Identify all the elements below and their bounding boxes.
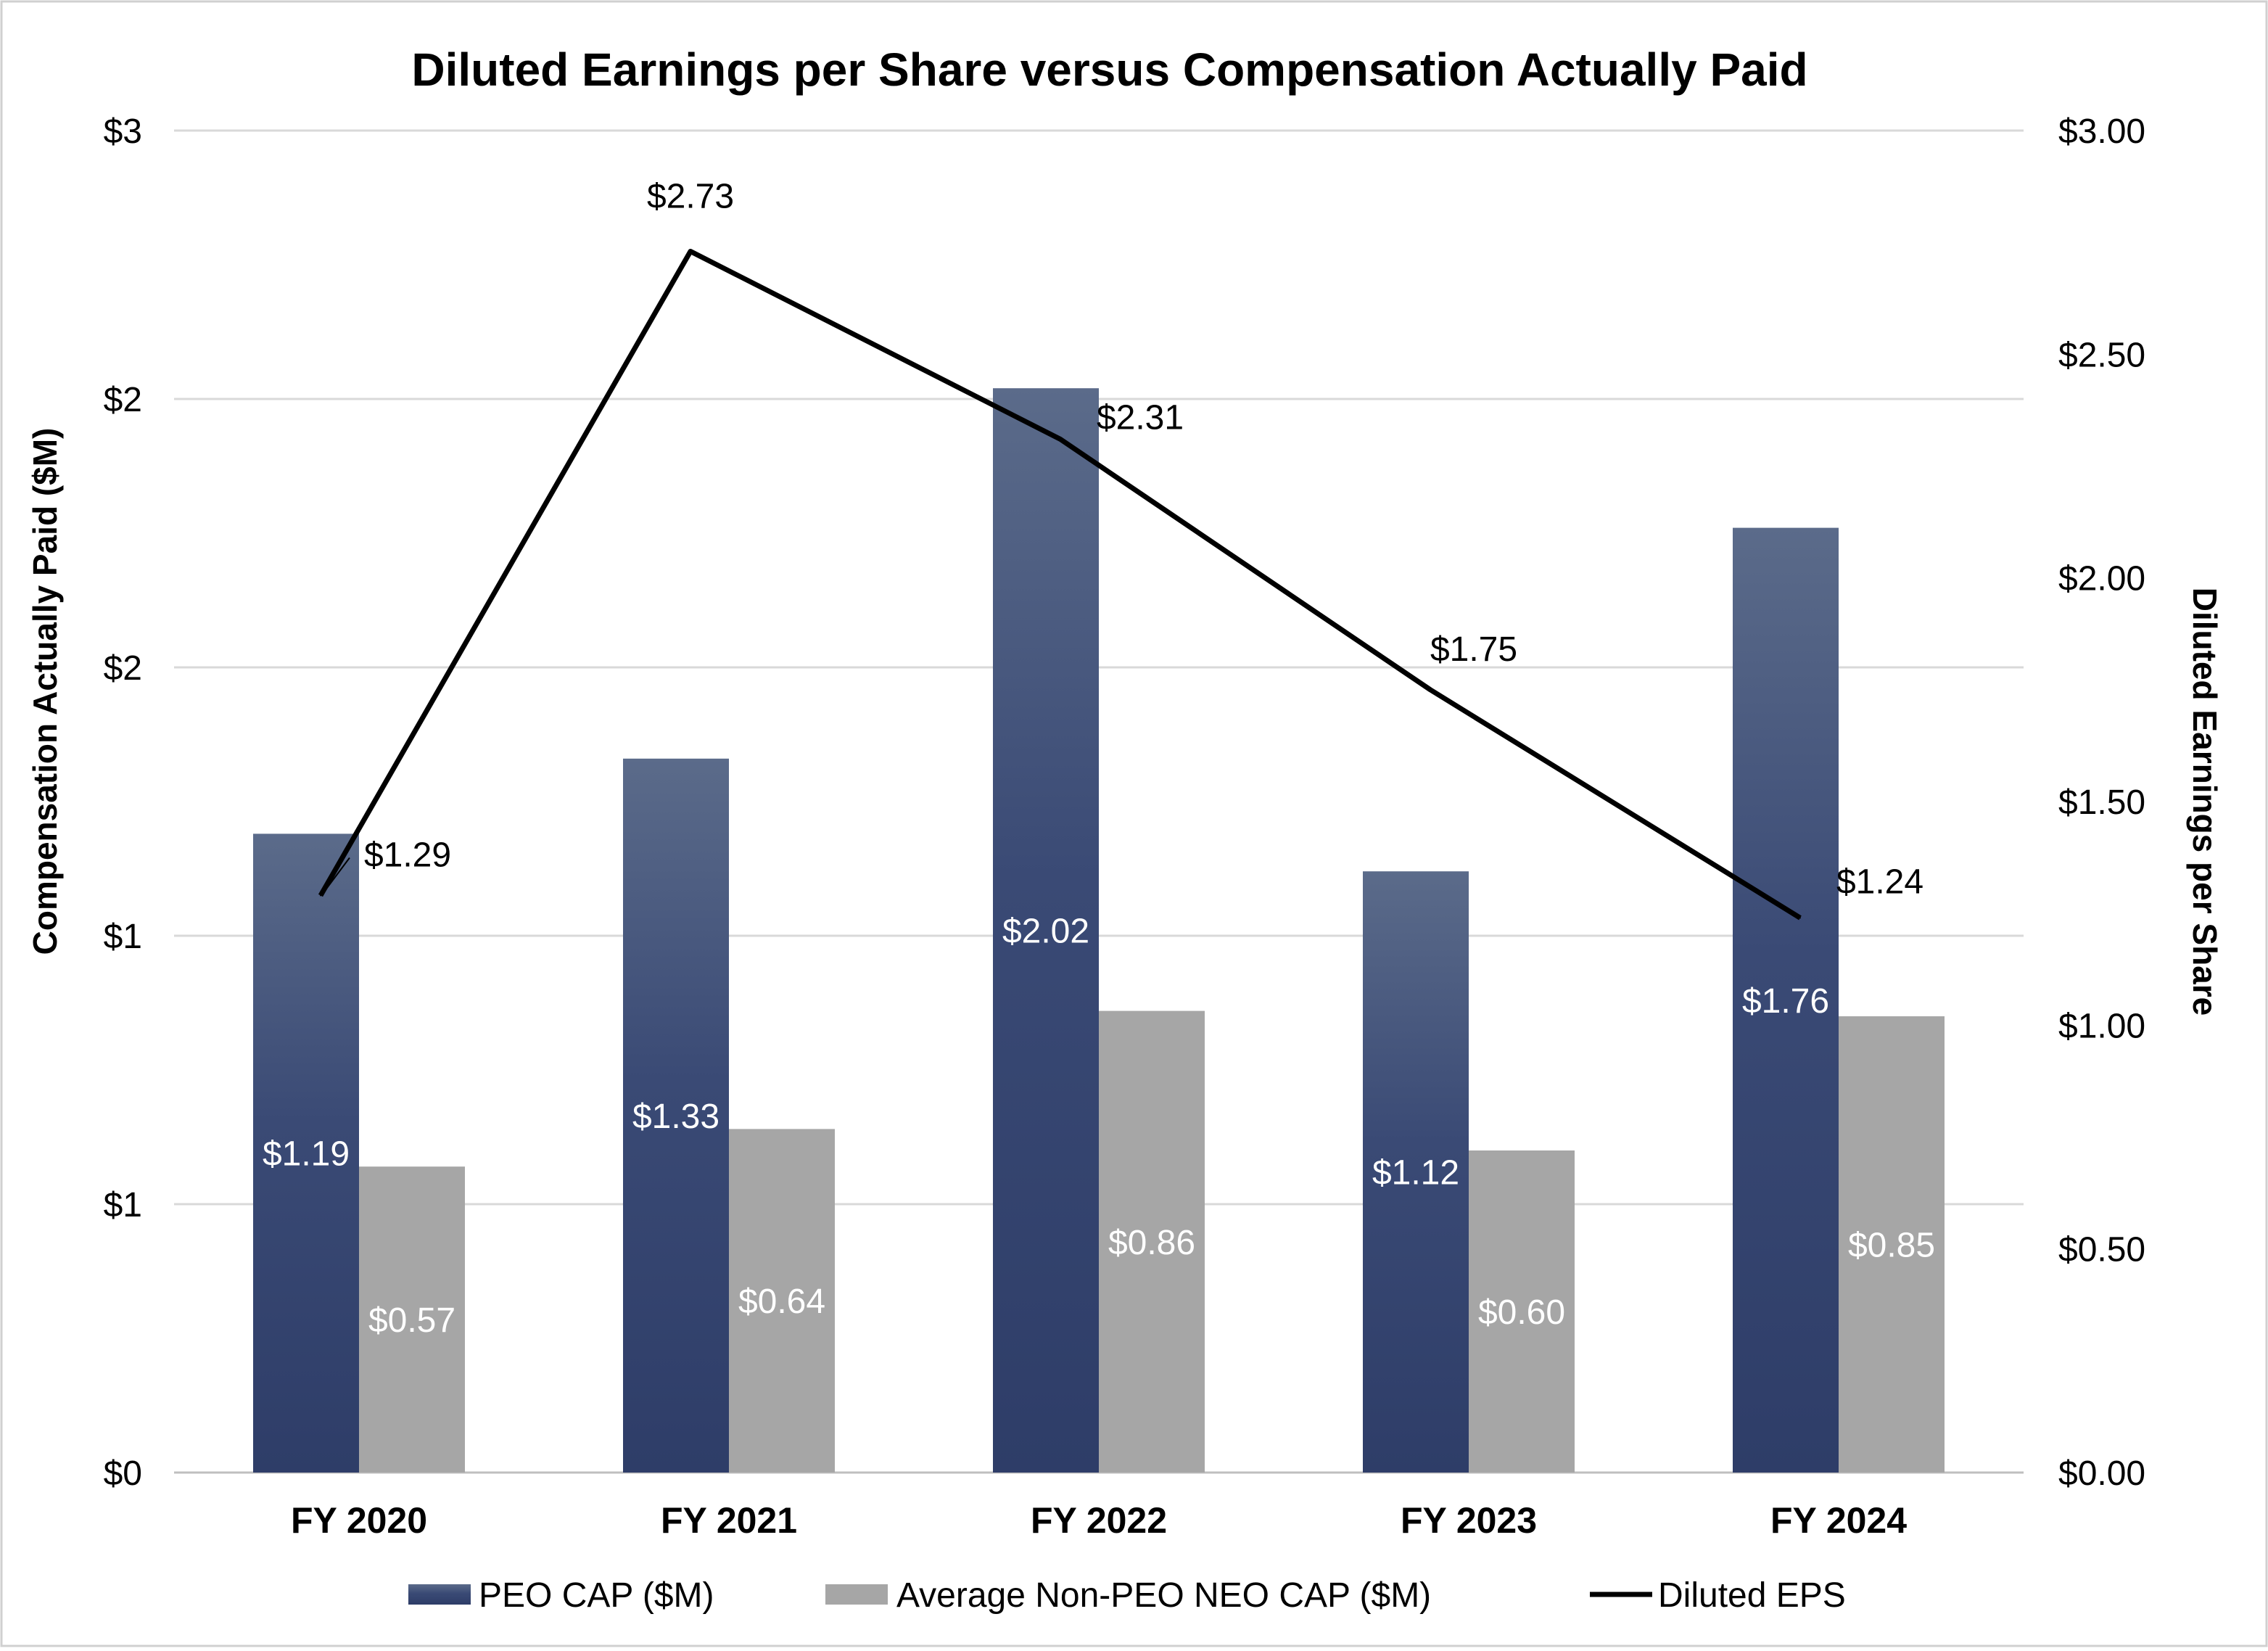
legend-swatch-peo [408, 1584, 471, 1605]
eps-point [1799, 917, 1801, 919]
chart-title: Diluted Earnings per Share versus Compen… [411, 44, 1807, 96]
eps-line [318, 249, 1802, 921]
legend-swatch-neo [825, 1584, 888, 1605]
right-axis-ticks: $0.00 $0.50 $1.00 $1.50 $2.00 $2.50 $3.00 [2058, 112, 2145, 1493]
left-tick-label: $0 [104, 1454, 142, 1493]
neo-bar-value-label: $0.86 [1108, 1224, 1195, 1262]
category-label: FY 2024 [1770, 1500, 1907, 1541]
peo-bar-value-label: $1.19 [263, 1135, 350, 1174]
neo-bar [359, 1166, 465, 1473]
legend: PEO CAP ($M) Average Non-PEO NEO CAP ($M)… [408, 1576, 1846, 1615]
eps-point [1430, 688, 1431, 691]
eps-value-label: $2.31 [1097, 399, 1184, 437]
eps-point [320, 894, 321, 897]
legend-label-neo: Average Non-PEO NEO CAP ($M) [896, 1576, 1431, 1615]
left-axis-ticks: $0 $1 $1 $2 $2 $3 [104, 112, 142, 1493]
peo-bar-value-label: $1.12 [1372, 1154, 1459, 1193]
neo-bar-value-label: $0.60 [1478, 1293, 1565, 1332]
neo-bar-value-label: $0.57 [368, 1301, 455, 1340]
category-label: FY 2022 [1031, 1500, 1167, 1541]
category-axis: FY 2020 FY 2021 FY 2022 FY 2023 FY 2024 [291, 1500, 1907, 1541]
left-tick-label: $2 [104, 381, 142, 419]
eps-point [690, 250, 691, 252]
right-axis-label: Diluted Earnings per Share [2186, 588, 2224, 1016]
neo-bar [1839, 1016, 1945, 1473]
left-tick-label: $1 [104, 1186, 142, 1224]
eps-label-leader [323, 857, 350, 894]
neo-bar-value-label: $0.64 [738, 1282, 825, 1321]
left-tick-label: $2 [104, 649, 142, 688]
neo-bar [729, 1129, 835, 1473]
peo-bar [253, 833, 359, 1473]
peo-bar [993, 388, 1099, 1473]
right-tick-label: $2.00 [2058, 560, 2145, 598]
peo-bar [623, 758, 729, 1473]
data-labels: $1.19 $0.57 $1.33 $0.64 $2.02 $0.86 $1.12 $0.60… [263, 178, 1935, 1341]
left-axis-label: Compensation Actually Paid ($M) [26, 428, 64, 955]
peo-bar-value-label: $1.33 [632, 1098, 719, 1136]
peo-bar [1733, 527, 1839, 1473]
eps-value-label: $2.73 [647, 178, 734, 216]
bars [253, 388, 1945, 1473]
right-tick-label: $1.50 [2058, 783, 2145, 822]
eps-point [1060, 438, 1061, 440]
eps-value-label: $1.24 [1836, 862, 1923, 901]
eps-value-label: $1.75 [1430, 630, 1517, 669]
neo-bar-value-label: $0.85 [1848, 1227, 1935, 1265]
neo-bar [1099, 1010, 1205, 1473]
left-tick-label: $1 [104, 918, 142, 956]
right-tick-label: $0.00 [2058, 1454, 2145, 1493]
right-tick-label: $1.00 [2058, 1007, 2145, 1045]
legend-label-peo: PEO CAP ($M) [479, 1576, 714, 1615]
eps-value-label: $1.29 [364, 836, 451, 875]
peo-bar-value-label: $2.02 [1002, 913, 1089, 951]
peo-bar [1363, 871, 1469, 1473]
neo-bar [1469, 1150, 1575, 1473]
right-tick-label: $2.50 [2058, 336, 2145, 374]
peo-bar-value-label: $1.76 [1742, 982, 1829, 1021]
right-tick-label: $0.50 [2058, 1231, 2145, 1269]
legend-label-eps: Diluted EPS [1658, 1576, 1846, 1615]
right-tick-label: $3.00 [2058, 112, 2145, 151]
category-label: FY 2020 [291, 1500, 427, 1541]
category-label: FY 2021 [661, 1500, 797, 1541]
category-label: FY 2023 [1401, 1500, 1537, 1541]
left-tick-label: $3 [104, 112, 142, 151]
